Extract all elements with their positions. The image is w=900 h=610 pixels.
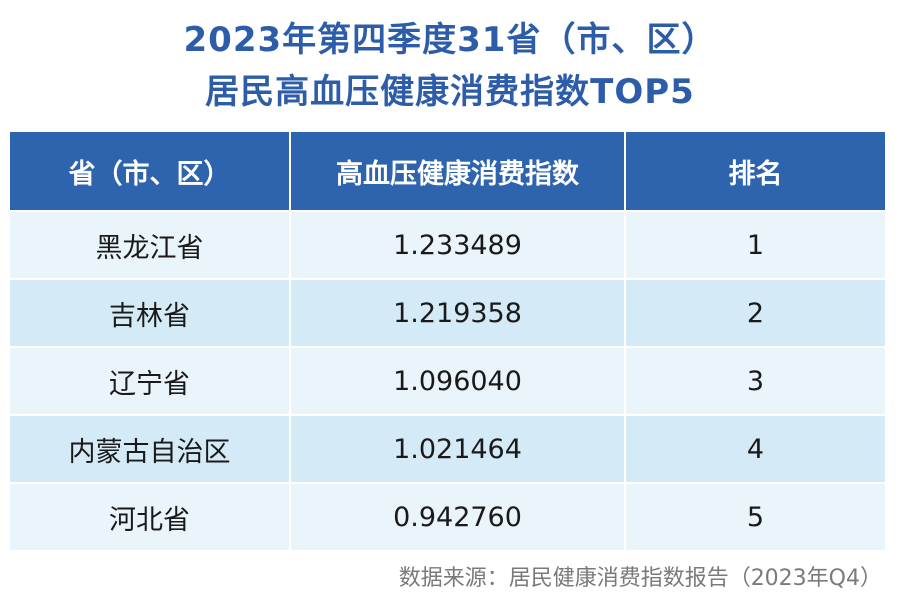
table-row: 河北省 0.942760 5 [10, 482, 885, 550]
column-header-region: 省（市、区） [10, 132, 290, 211]
cell-index: 1.096040 [289, 346, 625, 415]
table-header-row: 省（市、区） 高血压健康消费指数 排名 [10, 132, 885, 211]
cell-rank: 2 [624, 278, 885, 347]
table-row: 吉林省 1.219358 2 [10, 278, 885, 347]
table-row: 内蒙古自治区 1.021464 4 [10, 414, 885, 483]
cell-region: 内蒙古自治区 [10, 414, 290, 483]
cell-region: 吉林省 [10, 278, 290, 347]
table-row: 辽宁省 1.096040 3 [10, 346, 885, 415]
table-row: 黑龙江省 1.233489 1 [10, 210, 885, 279]
column-header-index: 高血压健康消费指数 [289, 132, 625, 211]
column-header-rank: 排名 [624, 132, 885, 211]
cell-region: 辽宁省 [10, 346, 290, 415]
cell-rank: 1 [624, 210, 885, 279]
cell-rank: 4 [624, 414, 885, 483]
cell-region: 黑龙江省 [10, 210, 290, 279]
cell-rank: 3 [624, 346, 885, 415]
chart-title-line-1: 2023年第四季度31省（市、区） [183, 20, 717, 60]
chart-title: 2023年第四季度31省（市、区） 居民高血压健康消费指数TOP5 [0, 14, 900, 118]
data-source-note: 数据来源：居民健康消费指数报告（2023年Q4） [398, 566, 882, 591]
cell-index: 1.021464 [289, 414, 625, 483]
cell-index: 1.233489 [289, 210, 625, 279]
cell-region: 河北省 [10, 482, 290, 550]
cell-index: 0.942760 [289, 482, 625, 550]
cell-rank: 5 [624, 482, 885, 550]
chart-title-line-2: 居民高血压健康消费指数TOP5 [205, 72, 695, 112]
ranking-table: 省（市、区） 高血压健康消费指数 排名 黑龙江省 1.233489 1 吉林省 … [10, 132, 885, 550]
cell-index: 1.219358 [289, 278, 625, 347]
